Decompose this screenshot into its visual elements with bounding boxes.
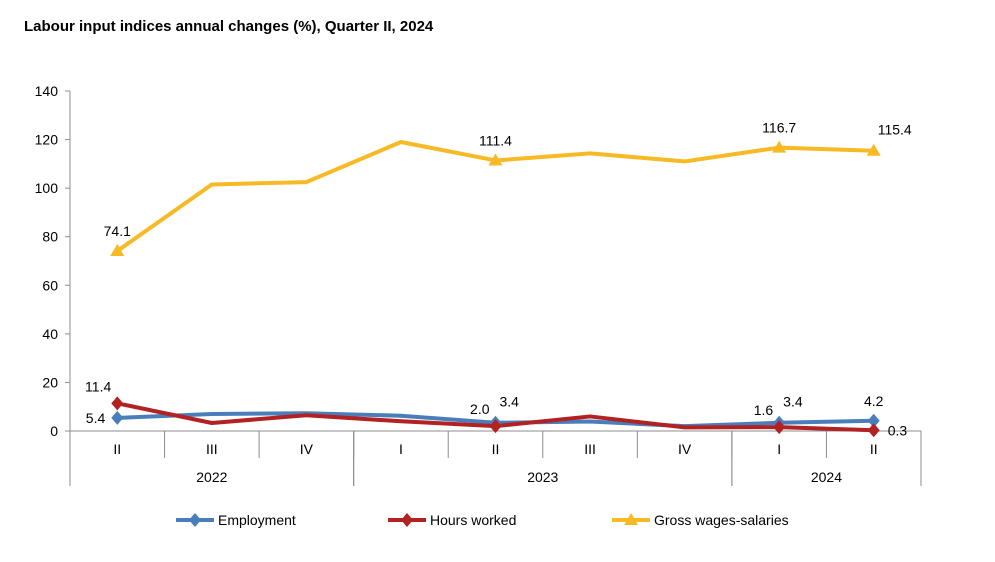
y-tick-label: 100	[35, 180, 59, 196]
data-label: 111.4	[479, 132, 512, 148]
legend-label: Hours worked	[430, 512, 516, 528]
series-markers	[110, 140, 881, 438]
group-label: 2022	[196, 469, 227, 485]
y-tick-label: 20	[42, 374, 58, 390]
group-label: 2023	[527, 469, 558, 485]
data-label: 3.4	[783, 394, 803, 410]
y-tick-label: 120	[35, 132, 59, 148]
data-label: 11.4	[85, 378, 111, 394]
legend-label: Gross wages-salaries	[654, 512, 789, 528]
data-marker	[110, 244, 125, 257]
data-label: 4.2	[864, 393, 884, 409]
data-label: 1.6	[754, 402, 774, 418]
legend-marker	[189, 513, 201, 527]
y-tick-label: 40	[42, 326, 58, 342]
x-tick-label: III	[584, 441, 596, 457]
data-marker	[489, 419, 502, 434]
legend-label: Employment	[218, 512, 296, 528]
x-tick-label: IV	[678, 441, 692, 457]
y-tick-label: 140	[35, 83, 59, 99]
x-tick-label: III	[206, 441, 218, 457]
y-tick-label: 0	[50, 423, 58, 439]
legend-marker	[624, 513, 638, 525]
x-tick-label: I	[399, 441, 403, 457]
data-label: 3.4	[500, 394, 520, 410]
group-label: 2024	[811, 469, 842, 485]
y-tick-label: 80	[42, 229, 58, 245]
x-tick-label: IV	[300, 441, 314, 457]
data-label: 74.1	[104, 223, 131, 239]
data-label: 116.7	[762, 120, 796, 136]
chart-title: Labour input indices annual changes (%),…	[24, 18, 434, 35]
x-tick-label: II	[870, 441, 878, 457]
data-marker	[773, 420, 786, 435]
data-label: 0.3	[888, 422, 908, 438]
data-label: 2.0	[470, 401, 490, 417]
data-marker	[867, 423, 880, 438]
x-tick-label: I	[777, 441, 781, 457]
data-marker	[111, 396, 124, 411]
y-tick-label: 60	[42, 277, 58, 293]
series-lines	[116, 140, 874, 433]
data-marker	[866, 143, 881, 156]
legend: Employment Hours worked Gross wages-salari…	[176, 512, 789, 528]
x-tick-label: II	[113, 441, 121, 457]
x-tick-label: II	[492, 441, 500, 457]
data-marker	[772, 140, 787, 153]
data-marker	[488, 153, 503, 166]
data-marker	[867, 413, 880, 428]
legend-marker	[401, 513, 413, 527]
data-marker	[111, 410, 124, 425]
data-label: 5.4	[86, 410, 106, 426]
data-labels: 5.4 3.4 3.4 4.2 11.4 2.0 1.6 0.3 74.1 111.4 116.7 1…	[85, 120, 912, 439]
data-label: 115.4	[878, 122, 912, 138]
